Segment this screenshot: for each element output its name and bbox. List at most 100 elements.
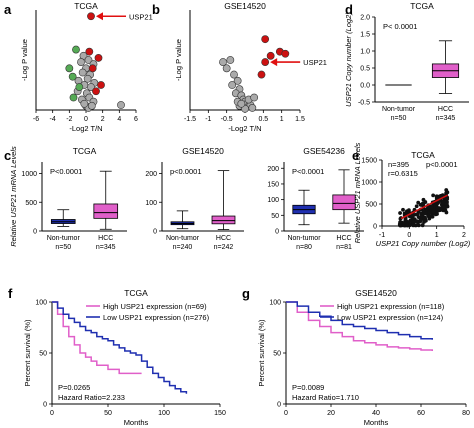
y-tick-label: 200: [145, 171, 157, 178]
panel-letter: g: [242, 286, 250, 301]
x-tick-label: 60: [417, 410, 425, 417]
y-tick-label: 0: [277, 402, 281, 409]
scatter-point: [87, 83, 95, 91]
y-tick-label: 1.5: [360, 32, 370, 39]
x-tick-label: 0: [284, 410, 288, 417]
scatter-point: [418, 202, 423, 207]
y-tick-label: -0.5: [358, 100, 370, 107]
scatter-point: [431, 209, 436, 214]
scatter-point: [401, 207, 405, 212]
y-tick-label: 150: [267, 181, 279, 188]
legend-label: High USP21 expression (n=69): [103, 302, 207, 311]
panel-c3: 0 50 100 150 200 GSE54236 P<0.0001 Non-tumor n=8…: [267, 146, 364, 251]
y-tick-label: 0: [43, 402, 47, 409]
category-label: Non-tumor: [287, 235, 321, 242]
x-tick-label: 0: [84, 116, 88, 123]
x-tick-label: 0: [243, 116, 247, 123]
x-tick-label: -2: [66, 116, 72, 123]
y-tick-label: 0: [275, 229, 279, 236]
scatter-point: [250, 93, 259, 102]
stat-annotation: n=395: [388, 160, 409, 169]
scatter-point: [226, 56, 235, 64]
panel-letter: b: [152, 2, 160, 17]
panel-letter: e: [352, 148, 359, 163]
p-value: P<0.0001: [292, 167, 324, 176]
scatter-point: [431, 193, 436, 198]
chart-title: TCGA: [73, 146, 97, 156]
scatter-point: [442, 205, 447, 210]
scatter-point: [219, 58, 227, 66]
p-value: p<0.0001: [170, 167, 202, 176]
scatter-point: [435, 206, 440, 211]
scatter-point: [444, 202, 449, 207]
y-tick-label: 0.5: [360, 66, 370, 73]
scatter-point: [237, 99, 246, 108]
y-tick-label: 1500: [361, 158, 377, 165]
stat-annotation: Hazard Ratio=1.710: [292, 393, 359, 402]
scatter-point: [261, 58, 270, 66]
scatter-point: [405, 210, 410, 215]
scatter-point: [421, 197, 426, 202]
scatter-point: [233, 76, 242, 85]
scatter-point: [257, 70, 266, 79]
scatter-point: [88, 64, 97, 73]
panel-letter: f: [8, 286, 13, 301]
panel-d: d -0.5 0.0 0.5 1.0 1.5 2.0 TCGA P< 0.0001 USP21 C…: [344, 1, 469, 122]
y-tick-label: 50: [39, 351, 47, 358]
chart-title: GSE54236: [303, 146, 345, 156]
stat-annotation: r=0.6315: [388, 169, 418, 178]
y-axis-label: USP21 Copy number (Log2): [344, 12, 353, 107]
scatter-point: [222, 64, 231, 73]
y-tick-label: 100: [267, 197, 279, 204]
y-tick-label: 500: [365, 202, 377, 209]
y-tick-label: 2.0: [360, 15, 370, 22]
chart-title: GSE14520: [224, 1, 266, 11]
callout-label: USP21: [129, 12, 153, 21]
category-label: HCC: [438, 106, 453, 113]
x-tick-label: 4: [117, 116, 121, 123]
scatter-point: [87, 12, 95, 21]
y-tick-label: 0: [33, 229, 37, 236]
x-tick-label: 80: [462, 410, 470, 417]
stat-annotation: Hazard Ratio=2.233: [58, 393, 125, 402]
scatter-point: [75, 83, 84, 91]
x-tick-label: 6: [134, 116, 138, 123]
x-axis-label: -Log2 T/N: [228, 124, 261, 133]
box-body: [211, 215, 236, 225]
panel-b: b -1.5 -1 -0.5 0 0.5 1 1.5 GSE14520 -Log2 T/N -Log…: [152, 1, 327, 133]
x-axis-label: USP21 Copy number (Log2): [376, 239, 471, 248]
x-axis-label: Months: [124, 418, 149, 427]
scatter-point: [405, 223, 409, 228]
y-axis-label: -Log P value: [174, 39, 183, 81]
scatter-point: [414, 219, 419, 224]
y-axis-label: Percent survival (%): [23, 319, 32, 387]
callout-arrow-head: [270, 58, 278, 67]
scatter-point: [435, 212, 439, 216]
x-axis-label: Months: [364, 418, 389, 427]
x-tick-label: -1: [379, 232, 385, 239]
panel-letter: d: [345, 2, 353, 17]
y-tick-label: 1.0: [360, 49, 370, 56]
scatter-point: [441, 199, 446, 204]
legend-label: High USP21 expression (n=118): [337, 302, 445, 311]
scatter-point: [427, 205, 431, 210]
stat-annotation: P=0.0265: [58, 383, 90, 392]
x-tick-label: 50: [104, 410, 112, 417]
y-tick-label: 1000: [361, 180, 377, 187]
scatter-point: [83, 74, 92, 83]
category-label: HCC: [98, 235, 113, 242]
y-axis-label: Relative USP21 mRNA Levels: [9, 146, 18, 247]
panel-c: c 0 500 1000 TCGA P<0.0001 Relative USP21 mRNA…: [4, 146, 127, 251]
stat-annotation: p<0.0001: [426, 160, 458, 169]
x-tick-label: 0.5: [258, 116, 268, 123]
scatter-point: [261, 35, 270, 44]
x-axis-label: -Log2 T/N: [69, 124, 102, 133]
sample-size-label: n=81: [336, 244, 352, 251]
scatter-point: [77, 58, 85, 66]
box-body: [93, 203, 119, 219]
scatter-point: [85, 47, 94, 56]
y-tick-label: 50: [273, 351, 281, 358]
x-tick-label: -0.5: [221, 116, 233, 123]
chart-title: GSE14520: [355, 288, 397, 298]
y-tick-label: 0: [373, 224, 377, 231]
